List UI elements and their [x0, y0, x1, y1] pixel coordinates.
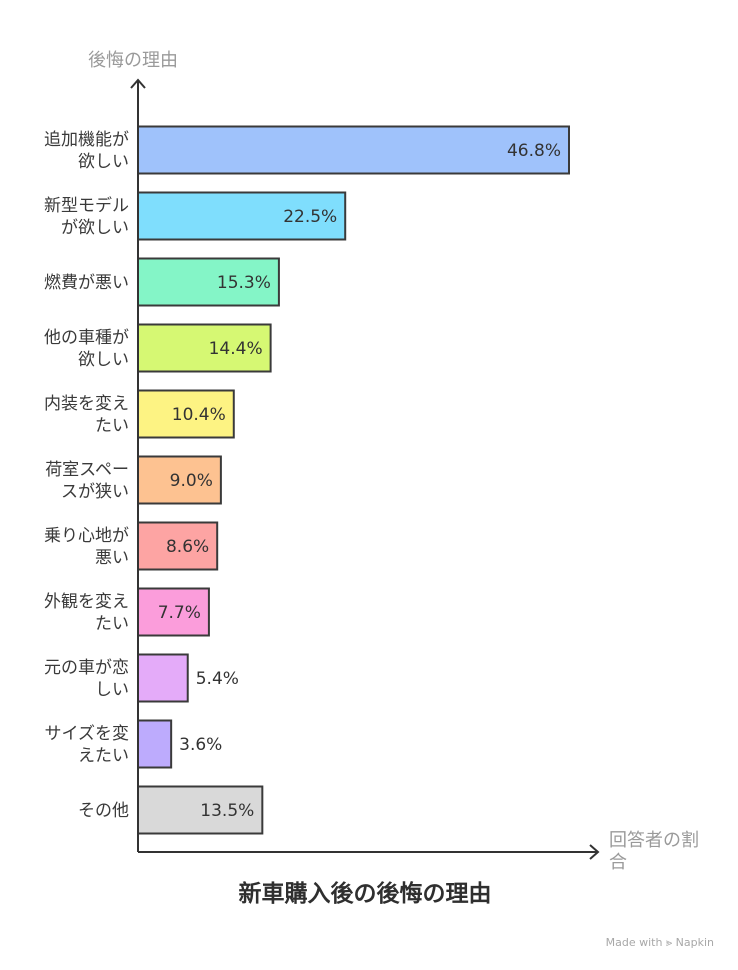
category-label-7: 外観を変えたい	[44, 592, 129, 634]
category-label-8-line-1: しい	[95, 680, 129, 700]
category-label-9: サイズを変えたい	[45, 724, 130, 766]
bars-group: 46.8%追加機能が欲しい22.5%新型モデルが欲しい15.3%燃費が悪い14.…	[44, 125, 570, 835]
bar-2	[137, 257, 280, 307]
category-label-5-line-0: 荷室スペー	[45, 460, 129, 480]
bar-9	[137, 719, 173, 769]
made-with-credit: Made with ⪢ Napkin	[606, 936, 714, 949]
bar-value-label-4: 10.4%	[172, 405, 226, 425]
bar-value-label-3: 14.4%	[209, 339, 263, 359]
bar-4	[137, 389, 235, 439]
category-label-5: 荷室スペースが狭い	[45, 460, 129, 502]
bar-3	[137, 323, 272, 373]
category-label-8-line-0: 元の車が恋	[44, 657, 129, 678]
category-label-10-line-0: その他	[78, 801, 129, 821]
category-label-2-line-0: 燃費が悪い	[44, 273, 129, 293]
bar-value-label-5: 9.0%	[170, 471, 213, 491]
bar-8	[137, 653, 189, 703]
category-label-3-line-0: 他の車種が	[44, 328, 129, 348]
category-label-4-line-0: 内装を変え	[44, 394, 129, 414]
category-label-7-line-0: 外観を変え	[44, 592, 129, 612]
category-label-5-line-1: スが狭い	[61, 482, 129, 502]
bar-value-label-7: 7.7%	[158, 603, 201, 623]
category-label-6-line-1: 悪い	[95, 548, 129, 568]
bar-value-label-2: 15.3%	[217, 273, 271, 293]
category-label-8: 元の車が恋しい	[44, 657, 129, 700]
bar-7	[137, 587, 210, 637]
axes-group	[130, 78, 600, 860]
bar-value-label-8: 5.4%	[196, 669, 239, 689]
category-label-0-line-0: 追加機能が	[44, 130, 129, 150]
category-label-3-line-1: 欲しい	[78, 350, 129, 370]
y-axis-label: 後悔の理由	[88, 50, 178, 71]
category-label-7-line-1: たい	[95, 614, 129, 634]
bar-value-label-9: 3.6%	[179, 735, 222, 755]
x-axis-label-line-2: 合	[609, 852, 627, 873]
x-axis-label: 回答者の割 合	[609, 830, 705, 873]
category-label-9-line-1: えたい	[78, 746, 129, 766]
category-label-6: 乗り心地が悪い	[44, 526, 129, 568]
category-label-10: その他	[78, 801, 129, 821]
bar-0	[137, 125, 570, 175]
category-label-4-line-1: たい	[95, 416, 129, 436]
y-axis-arrow	[130, 78, 146, 89]
x-axis-arrow	[589, 844, 600, 860]
bar-value-label-6: 8.6%	[166, 537, 209, 557]
category-label-0-line-1: 欲しい	[78, 152, 129, 172]
category-label-1-line-1: が欲しい	[61, 218, 129, 238]
category-label-1: 新型モデルが欲しい	[44, 195, 129, 238]
category-label-6-line-0: 乗り心地が	[44, 526, 129, 546]
x-axis-label-line-1: 回答者の割	[609, 830, 699, 851]
bar-value-label-10: 13.5%	[200, 801, 254, 821]
category-label-4: 内装を変えたい	[44, 394, 129, 436]
bar-value-label-1: 22.5%	[283, 207, 337, 227]
bar-value-label-0: 46.8%	[507, 141, 561, 161]
chart-title: 新車購入後の後悔の理由	[239, 880, 492, 907]
category-label-1-line-0: 新型モデル	[44, 195, 129, 216]
category-label-2: 燃費が悪い	[44, 273, 129, 293]
category-label-0: 追加機能が欲しい	[44, 130, 129, 172]
category-label-3: 他の車種が欲しい	[44, 328, 129, 370]
bar-5	[137, 455, 222, 505]
category-label-9-line-0: サイズを変	[45, 724, 130, 744]
